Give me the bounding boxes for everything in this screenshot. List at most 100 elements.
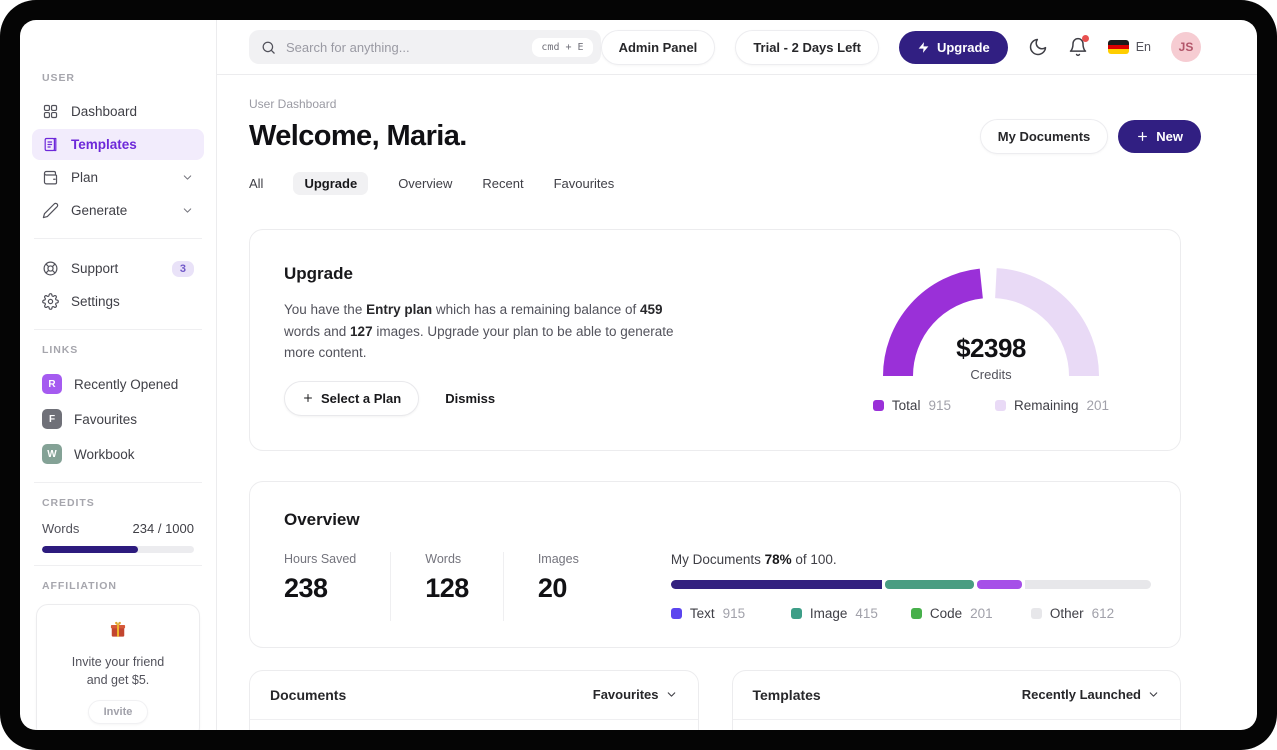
sidebar-item-plan[interactable]: Plan [32, 162, 204, 193]
stat-hours-saved: Hours Saved 238 [284, 551, 392, 621]
overview-stats: Hours Saved 238 Words 128 Images 20 [284, 551, 647, 621]
legend-swatch [670, 607, 682, 619]
documents-progress-label: My Documents 78% of 100. [670, 551, 837, 567]
app-window: USER Dashboard Templates Plan [20, 20, 1257, 730]
document-list-item[interactable]: Untitled Document in Workbook [250, 720, 698, 730]
link-label: Workbook [74, 446, 135, 462]
sidebar: USER Dashboard Templates Plan [20, 20, 217, 730]
legend-swatch [872, 400, 884, 412]
select-plan-button[interactable]: Select a Plan [284, 380, 420, 416]
overview-card: Overview Hours Saved 238 Words 128 Image… [249, 480, 1181, 648]
tab-overview[interactable]: Overview [398, 176, 453, 191]
search-input[interactable] [276, 39, 533, 55]
overview-card-title: Overview [284, 509, 360, 529]
wallet-icon [43, 170, 58, 185]
sidebar-item-settings[interactable]: Settings [32, 286, 204, 317]
main-area: cmd + E Admin Panel Trial - 2 Days Left … [217, 20, 1257, 730]
notifications-button[interactable] [1068, 35, 1089, 57]
template-list-item[interactable]: Blog Post Title in Workbook [733, 720, 1181, 730]
legend-swatch [1030, 607, 1042, 619]
plus-icon [304, 394, 312, 403]
notification-dot [1081, 35, 1089, 42]
breadcrumb: User Dashboard [249, 97, 337, 111]
trial-status-button[interactable]: Trial - 2 Days Left [735, 29, 879, 65]
tab-recent[interactable]: Recent [482, 176, 524, 191]
credits-progress-fill [42, 546, 138, 553]
sidebar-section-affiliation: AFFILIATION [42, 580, 117, 592]
gauge-amount: $2398 [956, 333, 1026, 364]
documents-card-header: Documents Favourites [250, 671, 698, 720]
header-actions: My Documents New [979, 119, 1201, 154]
lightning-bolt-icon [918, 41, 929, 53]
sidebar-item-label: Settings [71, 294, 120, 309]
admin-panel-button[interactable]: Admin Panel [600, 29, 716, 65]
credits-gauge-block: $2398 Credits Total 915 Remaining [836, 264, 1146, 416]
dark-mode-toggle[interactable] [1028, 37, 1048, 57]
bar-segment-image [885, 579, 974, 589]
upgrade-button[interactable]: Upgrade [898, 30, 1008, 64]
search-icon [262, 41, 275, 54]
legend-item-code: Code 201 [910, 606, 1031, 621]
sidebar-item-support[interactable]: Support 3 [32, 253, 204, 284]
stacked-bar-legend: Text 915 Image 415 Code 20 [670, 606, 1151, 621]
pencil-icon [42, 202, 59, 219]
gear-icon [42, 293, 59, 310]
credits-value: 234 / 1000 [132, 521, 194, 536]
invite-button[interactable]: Invite [87, 700, 149, 725]
new-button[interactable]: New [1118, 120, 1201, 153]
document-icon [44, 137, 57, 152]
gauge-legend: Total 915 Remaining 201 [872, 398, 1109, 413]
legend-item-image: Image 415 [790, 606, 911, 621]
topbar-actions: Admin Panel Trial - 2 Days Left Upgrade [600, 29, 1201, 65]
affiliation-card: Invite your friend and get $5. Invite [36, 604, 200, 730]
grid-icon [43, 104, 58, 119]
user-avatar[interactable]: JS [1171, 32, 1201, 62]
search-bar[interactable]: cmd + E [249, 30, 601, 64]
bar-segment-code [976, 579, 1023, 589]
upgrade-card-title: Upgrade [284, 264, 353, 283]
documents-card: Documents Favourites Untitled Document i… [249, 669, 699, 730]
gauge-remaining-arc [994, 268, 1099, 377]
legend-swatch [790, 607, 802, 619]
sidebar-divider [34, 329, 202, 330]
tab-favourites[interactable]: Favourites [553, 176, 615, 191]
sidebar-divider [34, 482, 202, 483]
bottom-cards: Documents Favourites Untitled Document i… [249, 669, 1181, 730]
dismiss-button[interactable]: Dismiss [445, 390, 496, 406]
tab-upgrade[interactable]: Upgrade [293, 172, 369, 195]
sidebar-item-label: Support [71, 261, 119, 276]
sidebar-item-templates[interactable]: Templates [32, 129, 204, 160]
templates-filter-dropdown[interactable]: Recently Launched [1022, 687, 1160, 702]
sidebar-link-recently-opened[interactable]: R Recently Opened [32, 368, 204, 400]
sidebar-link-favourites[interactable]: F Favourites [32, 403, 204, 435]
documents-progress-block: My Documents 78% of 100. Text 915 [670, 551, 1185, 621]
legend-item-other: Other 612 [1030, 606, 1151, 621]
german-flag-icon [1107, 40, 1129, 54]
link-label: Favourites [74, 411, 138, 427]
sidebar-item-label: Plan [71, 170, 99, 185]
sidebar-link-workbook[interactable]: W Workbook [32, 438, 204, 470]
language-selector[interactable]: En [1107, 40, 1151, 54]
sidebar-item-generate[interactable]: Generate [32, 195, 204, 226]
documents-filter-dropdown[interactable]: Favourites [593, 687, 678, 702]
templates-card-header: Templates Recently Launched [732, 671, 1180, 720]
overview-card-body: Hours Saved 238 Words 128 Images 20 [284, 551, 1151, 621]
gauge-center-label: $2398 Credits [881, 333, 1101, 382]
credits-row: Words 234 / 1000 [32, 521, 204, 536]
affiliation-text: Invite your friend and get $5. [71, 655, 165, 688]
filter-tabs: All Upgrade Overview Recent Favourites [249, 172, 1181, 195]
lifebuoy-icon [43, 261, 58, 276]
page-content: User Dashboard Welcome, Maria. My Docume… [217, 75, 1257, 730]
legend-item-text: Text 915 [670, 606, 791, 621]
sidebar-section-credits: CREDITS [42, 497, 95, 509]
tab-all[interactable]: All [249, 176, 264, 191]
upgrade-card-left: Upgrade You have the Entry plan which ha… [284, 264, 836, 416]
legend-item-total: Total 915 [872, 398, 951, 413]
gift-icon [110, 621, 126, 637]
sidebar-item-dashboard[interactable]: Dashboard [32, 96, 204, 127]
my-documents-button[interactable]: My Documents [979, 119, 1109, 154]
page-title: Welcome, Maria. [249, 120, 467, 152]
chevron-down-icon [667, 692, 675, 697]
support-count-badge: 3 [171, 260, 194, 277]
link-label: Recently Opened [74, 376, 179, 392]
